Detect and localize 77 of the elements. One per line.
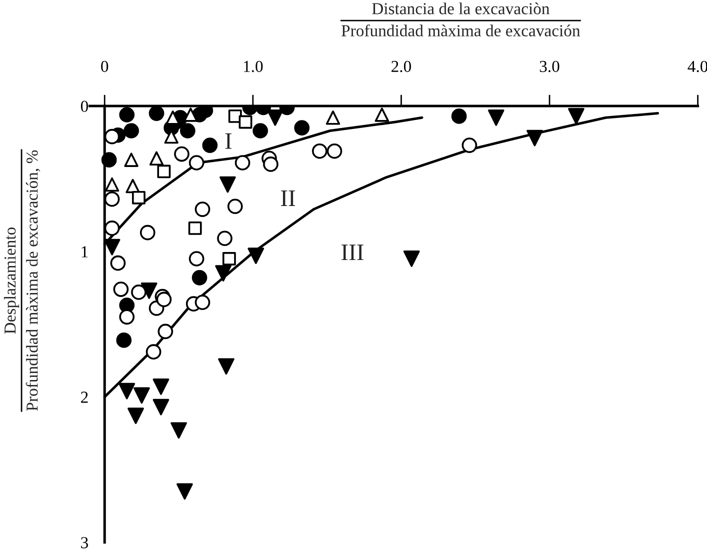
point: [222, 252, 236, 266]
point: [101, 152, 117, 168]
y-tick-label: 3: [81, 537, 88, 548]
x-tick-label: 0: [101, 60, 108, 72]
point: [217, 230, 232, 246]
point: [118, 382, 136, 400]
point: [220, 176, 236, 193]
point: [152, 398, 170, 416]
point: [294, 120, 310, 136]
point: [119, 107, 135, 122]
point: [312, 143, 328, 159]
point: [215, 265, 232, 282]
point: [326, 143, 342, 159]
x-tick-label: 3.0: [540, 60, 560, 72]
annotation: III: [342, 244, 364, 260]
point: [158, 324, 174, 340]
point: [188, 155, 204, 170]
y-tick-label: 2: [81, 392, 88, 403]
point: [152, 378, 170, 395]
point: [124, 123, 139, 138]
point: [104, 191, 120, 207]
point: [146, 344, 162, 360]
point: [266, 109, 284, 126]
point: [176, 483, 193, 500]
point: [149, 151, 164, 166]
point: [104, 220, 120, 236]
point: [134, 387, 150, 404]
point: [526, 130, 543, 146]
point: [227, 198, 243, 214]
point: [451, 108, 467, 124]
point: [156, 292, 172, 308]
point: [180, 123, 196, 138]
point: [202, 138, 218, 153]
point: [234, 155, 250, 170]
point: [188, 221, 202, 235]
point: [326, 110, 340, 125]
point: [194, 294, 210, 310]
point: [194, 202, 210, 217]
point: [132, 190, 146, 204]
point: [238, 115, 252, 129]
point: [104, 177, 120, 192]
point: [140, 224, 156, 240]
point: [157, 164, 171, 178]
point: [166, 110, 180, 125]
y-axis-title: Desplazamiento Profundidad màxima de excavación, %: [4, 150, 40, 411]
x-axis-title: Distancia de la excavaciòn Profundidad màxima de excavación: [342, 2, 580, 36]
point: [140, 282, 158, 299]
point: [148, 106, 164, 121]
point: [263, 156, 278, 172]
point: [374, 108, 390, 122]
point: [124, 152, 138, 167]
y-tick-label: 1: [82, 246, 88, 258]
point: [568, 108, 584, 124]
annotation: II: [280, 190, 296, 206]
point: [170, 422, 187, 439]
point: [192, 270, 208, 286]
point: [488, 109, 504, 126]
point: [113, 282, 129, 297]
point: [403, 250, 420, 267]
point: [188, 251, 204, 266]
point: [131, 284, 146, 300]
point: [104, 128, 120, 144]
point: [110, 255, 126, 271]
point: [128, 408, 144, 424]
point: [462, 138, 478, 153]
point: [174, 146, 190, 162]
point: [104, 238, 120, 256]
annotation: I: [225, 133, 232, 149]
point: [116, 332, 132, 348]
point: [248, 248, 264, 264]
point: [218, 358, 234, 375]
x-tick-label: 1.0: [244, 60, 263, 72]
point: [252, 123, 268, 138]
y-tick-label: 0: [80, 100, 88, 112]
point: [228, 109, 242, 123]
point: [119, 309, 135, 325]
x-tick-label: 2.0: [392, 60, 411, 72]
